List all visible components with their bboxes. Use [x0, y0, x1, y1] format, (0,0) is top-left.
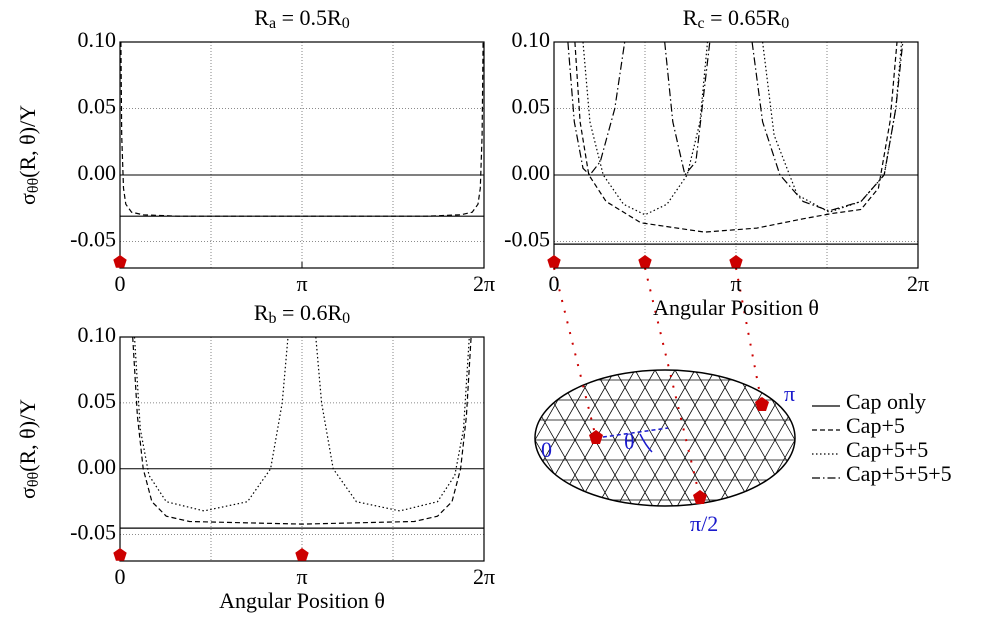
y-tick-label: 0.05: [78, 388, 117, 413]
x-tick-label: π: [296, 271, 307, 296]
x-axis-label: Angular Position θ: [219, 588, 385, 613]
series-line: [574, 42, 898, 233]
series-line: [567, 42, 904, 212]
title-part: 0: [342, 310, 350, 327]
y-tick-label: 0.00: [512, 160, 551, 185]
label-part: (R, θ)/Y: [15, 399, 40, 472]
mesh-line: [255, 370, 335, 510]
mesh-line: [335, 370, 415, 510]
title-part: = 0.65R: [705, 5, 782, 30]
mesh-line: [395, 370, 475, 510]
cap-marker: [547, 255, 561, 268]
chart-title: Rb = 0.6R0: [254, 300, 350, 327]
cap-link: [735, 267, 763, 406]
angle-label: π: [784, 381, 795, 406]
title-part: c: [697, 15, 704, 32]
cap-marker: [729, 255, 743, 268]
mesh-line: [435, 370, 515, 510]
title-part: R: [254, 5, 269, 30]
legend-label: Cap+5: [846, 413, 905, 438]
label-part: θθ: [25, 178, 42, 193]
title-part: a: [269, 15, 276, 32]
cap-marker: [638, 255, 652, 268]
y-tick-label: 0.10: [512, 27, 551, 52]
title-part: b: [269, 310, 277, 327]
x-tick-label: 2π: [907, 271, 929, 296]
y-tick-label: -0.05: [70, 520, 116, 545]
legend-label: Cap only: [846, 389, 926, 414]
mesh-line: [335, 370, 415, 510]
angle-label: θ: [624, 429, 635, 454]
mesh-line: [375, 370, 455, 510]
chart-title: Ra = 0.5R0: [254, 5, 349, 32]
series-line: [582, 42, 903, 216]
mesh-line: [275, 370, 355, 510]
series-line: [133, 337, 470, 512]
x-axis-label: Angular Position θ: [653, 295, 819, 320]
cap-marker: [113, 548, 127, 561]
x-tick-label: π: [730, 271, 741, 296]
y-tick-label: -0.05: [70, 226, 116, 251]
mesh: [255, 370, 795, 510]
plot-frame: [553, 41, 919, 269]
series-line: [132, 337, 472, 525]
y-axis-label: σθθ(R, θ)/Y: [15, 399, 42, 499]
cap-marker: [693, 490, 707, 504]
mesh-line: [295, 370, 375, 510]
y-tick-label: 0.00: [78, 454, 117, 479]
label-part: (R, θ)/Y: [15, 105, 40, 178]
title-part: 0: [781, 15, 789, 32]
x-tick-label: π: [296, 564, 307, 589]
cap-marker: [113, 255, 127, 268]
angle-label: 0: [541, 437, 552, 462]
y-tick-label: 0.05: [78, 94, 117, 119]
y-tick-label: 0.05: [512, 94, 551, 119]
mesh-line: [535, 370, 536, 506]
mesh-line: [355, 370, 435, 510]
y-tick-label: 0.00: [78, 160, 117, 185]
y-tick-label: -0.05: [504, 226, 550, 251]
label-part: θθ: [25, 472, 42, 487]
cap-link: [553, 267, 597, 439]
title-part: = 0.6R: [277, 300, 343, 325]
cap-marker: [755, 397, 769, 411]
chart-title: Rc = 0.65R0: [683, 5, 789, 32]
mesh-line: [275, 370, 355, 510]
cap-surface: [534, 369, 796, 507]
mesh-line: [315, 370, 395, 510]
title-part: R: [254, 300, 269, 325]
label-part: σ: [15, 487, 40, 499]
mesh-line: [255, 370, 335, 510]
mesh-line: [395, 370, 475, 510]
mesh-line: [355, 370, 435, 510]
plot-frame: [119, 336, 485, 562]
title-part: R: [683, 5, 698, 30]
mesh-line: [435, 370, 515, 510]
angle-label: π/2: [690, 511, 718, 536]
x-tick-label: 2π: [473, 271, 495, 296]
angle-arc: [639, 433, 653, 453]
legend-label: Cap+5+5: [846, 437, 928, 462]
plot-frame: [119, 41, 485, 269]
x-tick-label: 2π: [473, 564, 495, 589]
mesh-line: [315, 370, 395, 510]
mesh-line: [295, 370, 375, 510]
angle-ray: [595, 427, 669, 439]
x-tick-label: 0: [115, 271, 126, 296]
mesh-line: [375, 370, 455, 510]
mesh-line: [535, 370, 536, 506]
y-tick-label: 0.10: [78, 322, 117, 347]
x-tick-label: 0: [115, 564, 126, 589]
legend-label: Cap+5+5+5: [846, 461, 952, 486]
cap-marker: [589, 430, 603, 444]
x-tick-label: 0: [549, 271, 560, 296]
title-part: 0: [342, 15, 350, 32]
y-tick-label: 0.10: [78, 27, 117, 52]
label-part: σ: [15, 193, 40, 205]
cap-marker: [295, 548, 309, 561]
y-axis-label: σθθ(R, θ)/Y: [15, 105, 42, 205]
title-part: = 0.5R: [276, 5, 342, 30]
